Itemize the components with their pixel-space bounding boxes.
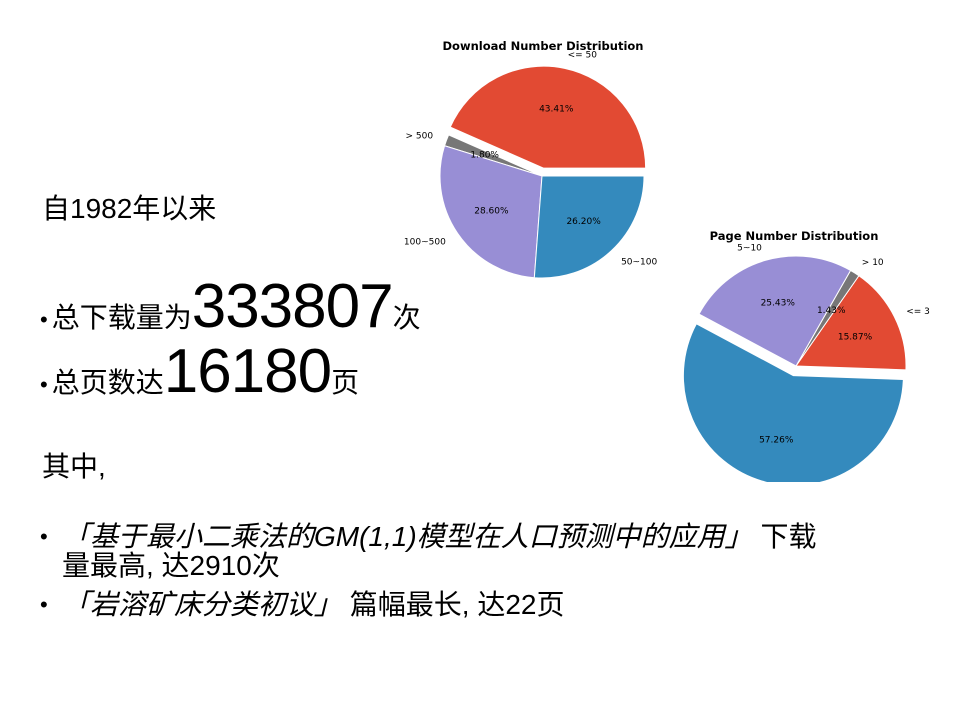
pie-category-label: <= 50: [568, 50, 598, 60]
pie-percent-label: 57.26%: [759, 435, 794, 445]
highlight-most-downloaded: • 「基于最小二乘法的GM(1,1)模型在人口预测中的应用」 下载量最高, 达2…: [40, 522, 860, 580]
most-downloaded-count: 量最高, 达2910次: [62, 550, 280, 581]
pie-category-label: 50~100: [621, 257, 657, 267]
longest-title: 「岩溶矿床分类初议」: [62, 589, 343, 620]
chart-title: Download Number Distribution: [443, 39, 644, 53]
intro-text: 自1982年以来: [42, 193, 217, 224]
pie-percent-label: 25.43%: [761, 299, 796, 309]
bullet-dot: •: [40, 307, 48, 332]
pie-percent-label: 26.20%: [566, 217, 601, 227]
highlight-longest: • 「岩溶矿床分类初议」 篇幅最长, 达22页: [40, 590, 860, 619]
pie-percent-label: 15.87%: [838, 332, 873, 342]
total-downloads-value: 333807: [191, 272, 394, 341]
pie-percent-label: 1.43%: [817, 306, 846, 316]
bullet-dot: •: [40, 524, 48, 549]
pie-slice-3: [795, 275, 907, 371]
pie-slice-5-10: [698, 255, 852, 367]
pie-slices: [439, 65, 647, 279]
pie-slices: [682, 255, 907, 482]
total-downloads-suffix: 次: [392, 302, 421, 333]
longest-rest: 篇幅最长, 达22页: [349, 589, 565, 620]
most-downloaded-rest: 下载: [760, 521, 817, 552]
pie-category-label: > 500: [405, 131, 433, 141]
pie-slice-50-100: [533, 175, 645, 279]
bullet-dot: •: [40, 372, 48, 397]
total-pages-line: • 总页数达16180页: [40, 341, 359, 403]
total-pages-suffix: 页: [331, 367, 360, 398]
total-downloads-line: • 总下载量为333807次: [40, 276, 421, 338]
pie-category-label: 100~500: [404, 237, 446, 247]
chart-title: Page Number Distribution: [710, 229, 879, 243]
total-pages-prefix: 总页数达: [51, 367, 164, 398]
pie-percent-label: 43.41%: [539, 104, 574, 114]
most-downloaded-title: 「基于最小二乘法的GM(1,1)模型在人口预测中的应用」: [62, 521, 753, 552]
pie-slice-50: [449, 65, 647, 169]
total-downloads-prefix: 总下载量为: [51, 302, 192, 333]
pie-slice-100-500: [439, 145, 543, 279]
pie-slice-3-5: [682, 323, 904, 482]
pie-labels: 43.41% <= 50 1.80% > 500 28.60% 100~500 26.20%…: [404, 50, 658, 267]
pie-category-label: 5~10: [737, 244, 762, 254]
pie-category-label: <= 3: [906, 307, 930, 317]
page-distribution-chart: Page Number Distribution 15.87% <= 3 1.43%…: [682, 229, 930, 482]
download-distribution-chart: Download Number Distribution 43.41% <= 50…: [404, 39, 658, 279]
total-pages-value: 16180: [163, 337, 332, 406]
pie-percent-label: 28.60%: [474, 206, 509, 216]
pie-percent-label: 1.80%: [470, 151, 499, 161]
among-text: 其中,: [42, 451, 106, 482]
pie-category-label: > 10: [862, 258, 884, 268]
bullet-dot: •: [40, 592, 48, 617]
